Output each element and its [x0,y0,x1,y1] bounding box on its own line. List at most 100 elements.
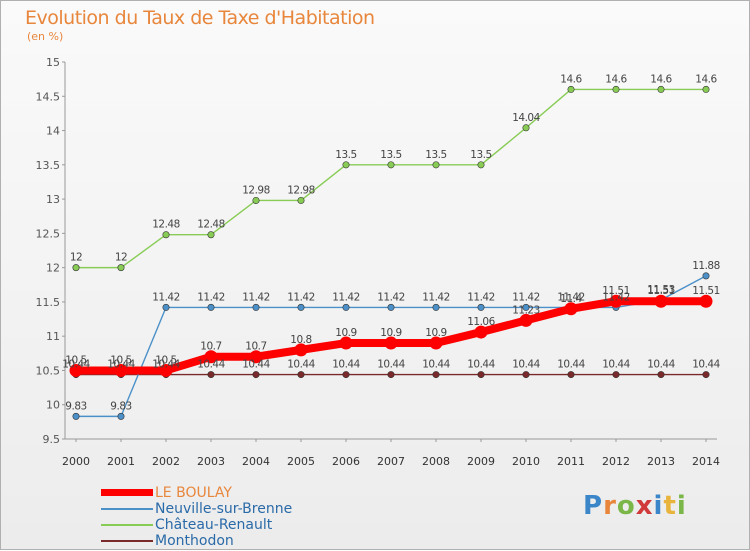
chart-title: Evolution du Taux de Taxe d'Habitation [25,7,375,29]
data-label: 10.44 [62,359,90,371]
data-point [387,161,395,169]
data-point [339,336,353,350]
data-point [342,161,350,169]
y-tick-label: 13 [46,193,60,206]
data-label: 11.42 [242,291,270,303]
legend-label: Château-Renault [155,517,273,533]
data-point [387,371,395,379]
data-label: 11.42 [377,291,405,303]
data-point [477,161,485,169]
data-label: 12.98 [242,184,270,196]
data-point [432,161,440,169]
data-point [522,303,530,311]
data-point [702,272,710,280]
x-tick-label: 2011 [557,455,585,468]
data-point [162,231,170,239]
data-point [114,363,128,377]
x-tick-label: 2003 [197,455,225,468]
data-point [249,350,263,364]
data-label: 11.42 [602,291,630,303]
data-label: 11.42 [467,291,495,303]
data-point [204,350,218,364]
data-point [342,303,350,311]
y-tick-label: 12.5 [36,227,61,240]
data-label: 14.6 [695,73,717,85]
chart-unit: (en %) [27,30,64,43]
data-point [294,343,308,357]
x-tick-label: 2014 [692,455,720,468]
data-label: 11.42 [332,291,360,303]
data-label: 10.44 [467,359,495,371]
data-label: 10.44 [152,359,180,371]
data-label: 13.5 [425,149,446,161]
legend-label: Neuville-sur-Brenne [155,501,293,517]
data-point [387,303,395,311]
data-label: 10.5 [65,354,86,366]
x-tick-label: 2006 [332,455,360,468]
x-tick-label: 2004 [242,455,270,468]
data-point [477,303,485,311]
data-label: 14.6 [560,73,582,85]
data-point [159,363,173,377]
y-tick-label: 10 [46,399,60,412]
data-label: 10.44 [422,359,450,371]
data-label: 11.88 [692,260,720,272]
data-point [699,294,713,308]
data-label: 10.5 [110,354,131,366]
data-label: 10.44 [242,359,270,371]
data-label: 13.5 [335,149,356,161]
data-point [207,303,215,311]
data-point [522,371,530,379]
data-point [702,371,710,379]
data-point [654,294,668,308]
data-point [117,264,125,272]
data-point [702,85,710,93]
data-point [474,325,488,339]
data-label: 10.44 [377,359,405,371]
y-tick-label: 11.5 [36,296,61,309]
data-point [252,196,260,204]
series-line [75,88,707,269]
x-tick-label: 2000 [62,455,90,468]
data-label: 10.44 [647,359,675,371]
legend-swatch [101,508,153,510]
data-point [297,371,305,379]
data-label: 10.44 [692,359,720,371]
data-label: 10.7 [200,341,221,353]
data-label: 11.42 [512,291,540,303]
y-tick-label: 14 [46,125,60,138]
data-point [69,363,83,377]
data-label: 11.06 [467,316,495,328]
legend-swatch [101,524,153,526]
data-point [612,371,620,379]
legend-label: LE BOULAY [155,485,232,501]
data-label: 10.44 [107,359,135,371]
data-label: 14.6 [605,73,627,85]
data-point [657,85,665,93]
x-tick-label: 2008 [422,455,450,468]
data-point [297,303,305,311]
data-label: 11.42 [287,291,315,303]
data-label: 10.9 [380,327,401,339]
data-label: 13.5 [380,149,401,161]
data-point [117,412,125,420]
data-label: 9.83 [65,400,86,412]
data-label: 10.8 [290,334,311,346]
x-tick-label: 2012 [602,455,630,468]
data-point [564,302,578,316]
data-point [72,264,80,272]
data-label: 10.5 [155,354,176,366]
x-tick-label: 2002 [152,455,180,468]
data-label: 12.48 [152,219,180,231]
legend-label: Monthodon [155,533,234,549]
y-tick-label: 13.5 [36,159,61,172]
data-point [657,371,665,379]
y-tick-label: 12 [46,262,60,275]
x-tick-label: 2013 [647,455,675,468]
data-point [477,371,485,379]
legend-swatch [101,489,153,496]
data-point [162,303,170,311]
data-label: 10.44 [287,359,315,371]
data-point [609,294,623,308]
